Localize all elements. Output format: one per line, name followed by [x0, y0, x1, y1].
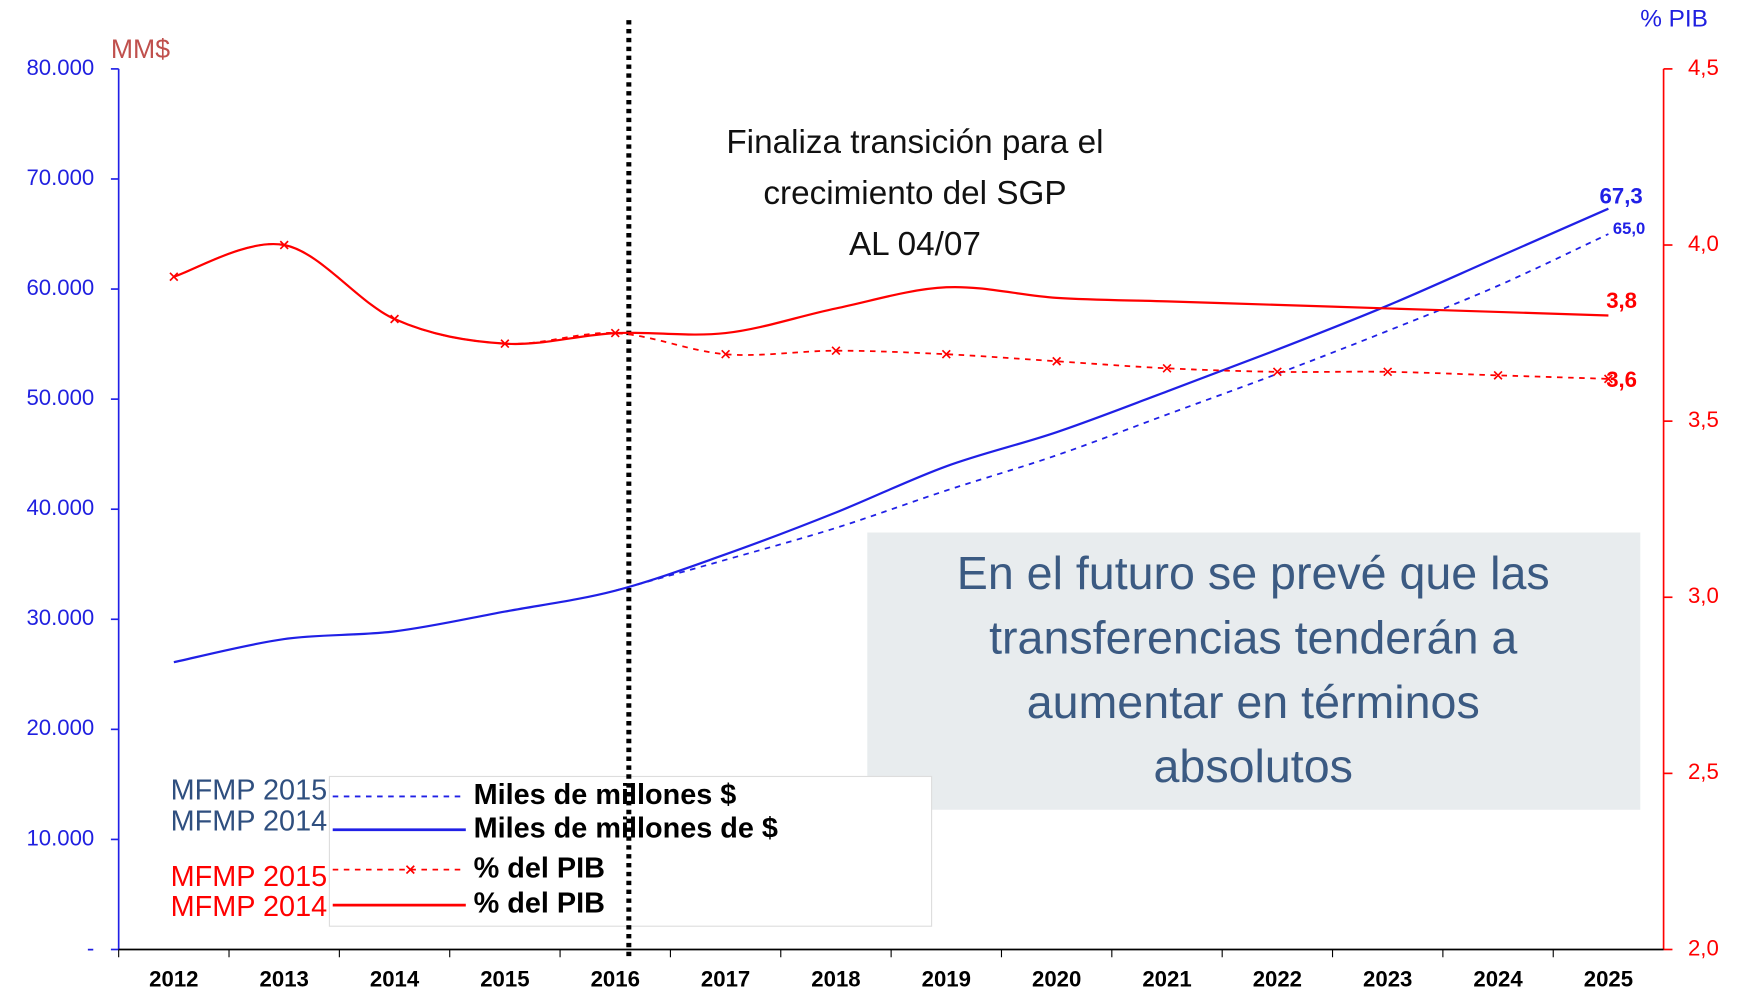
marker-x — [1162, 363, 1172, 373]
marker — [1162, 363, 1172, 373]
legend-group: MFMP 2014 — [171, 806, 328, 838]
legend-label: Miles de millones de $ — [474, 812, 778, 844]
y2-tick-label: 4,5 — [1688, 55, 1719, 80]
y2-tick-label: 2,0 — [1688, 935, 1719, 960]
y-tick-label: - — [87, 935, 94, 960]
x-tick-label: 2015 — [480, 966, 529, 991]
y2-tick-label: 3,5 — [1688, 407, 1719, 432]
x-tick-label: 2013 — [260, 966, 309, 991]
y2-tick-label: 3,0 — [1688, 583, 1719, 608]
x-tick-label: 2024 — [1473, 966, 1523, 991]
x-tick-label: 2023 — [1363, 966, 1412, 991]
marker — [1383, 367, 1393, 377]
series-line — [173, 243, 1609, 380]
series-line — [173, 207, 1609, 664]
annotation-line: crecimiento del SGP — [763, 175, 1066, 212]
value-label: 65,0 — [1613, 219, 1645, 238]
y-axis-label: MM$ — [111, 34, 170, 64]
marker — [169, 272, 179, 282]
marker-x — [1052, 356, 1062, 366]
marker-x — [405, 865, 415, 875]
legend-group: MFMP 2015 — [171, 861, 328, 893]
marker — [1052, 356, 1062, 366]
value-label: 3,6 — [1606, 367, 1637, 392]
legend-label: % del PIB — [474, 852, 605, 884]
marker — [1493, 370, 1503, 380]
marker-x — [831, 346, 841, 356]
series-line — [615, 233, 1609, 592]
note-line: En el futuro se prevé que las — [957, 547, 1550, 599]
legend-group: MFMP 2014 — [171, 891, 328, 923]
x-tick-label: 2012 — [149, 966, 198, 991]
marker-x — [1603, 374, 1613, 384]
x-tick-label: 2021 — [1142, 966, 1191, 991]
y-tick-label: 60.000 — [26, 275, 94, 300]
y-tick-label: 80.000 — [26, 55, 94, 80]
marker-x — [1383, 367, 1393, 377]
marker — [1272, 367, 1282, 377]
x-tick-label: 2016 — [591, 966, 640, 991]
x-tick-label: 2017 — [701, 966, 750, 991]
marker — [941, 349, 951, 359]
y2-axis-label: % PIB — [1640, 6, 1708, 33]
y-tick-label: 50.000 — [26, 385, 94, 410]
legend-label: % del PIB — [474, 888, 605, 920]
plot — [169, 207, 1613, 664]
marker — [721, 349, 731, 359]
y-tick-label: 30.000 — [26, 605, 94, 630]
y2-tick-label: 4,0 — [1688, 231, 1719, 256]
marker-x — [721, 349, 731, 359]
legend-label: Miles de millones $ — [474, 779, 737, 811]
note-line: transferencias tenderán a — [989, 611, 1517, 663]
x-tick-label: 2019 — [922, 966, 971, 991]
y-tick-label: 10.000 — [26, 825, 94, 850]
marker — [1603, 374, 1613, 384]
marker-x — [169, 272, 179, 282]
x-tick-label: 2020 — [1032, 966, 1081, 991]
note-line: aumentar en términos — [1027, 676, 1480, 728]
x-tick-label: 2018 — [811, 966, 860, 991]
marker — [831, 346, 841, 356]
marker-x — [1493, 370, 1503, 380]
y2-tick-label: 2,5 — [1688, 759, 1719, 784]
value-label: 67,3 — [1600, 183, 1643, 208]
annotation-line: Finaliza transición para el — [726, 124, 1103, 161]
marker-x — [941, 349, 951, 359]
value-label: 3,8 — [1606, 288, 1637, 313]
x-tick-label: 2025 — [1584, 966, 1633, 991]
x-tick-label: 2014 — [370, 966, 420, 991]
marker — [405, 865, 415, 875]
x-tick-label: 2022 — [1253, 966, 1302, 991]
legend-group: MFMP 2015 — [171, 775, 328, 807]
note-line: absolutos — [1154, 740, 1353, 792]
marker-x — [1272, 367, 1282, 377]
annotation-line: AL 04/07 — [849, 226, 981, 263]
y-tick-label: 20.000 — [26, 715, 94, 740]
y-tick-label: 70.000 — [26, 165, 94, 190]
note-box — [867, 532, 1641, 810]
annotation: Finaliza transición para el crecimiento d… — [726, 124, 1549, 792]
y-tick-label: 40.000 — [26, 495, 94, 520]
series-line — [173, 242, 1609, 346]
